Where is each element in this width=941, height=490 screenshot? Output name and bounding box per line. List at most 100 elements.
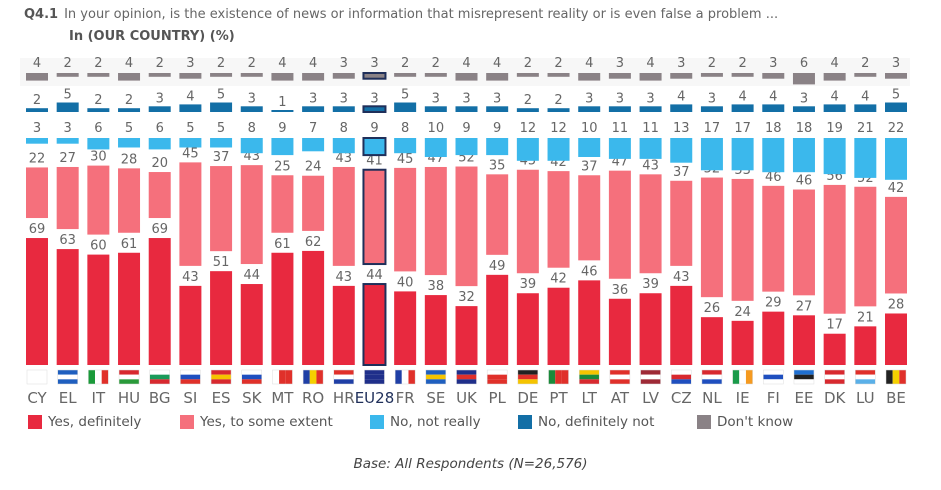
flag-lv-icon xyxy=(640,370,661,375)
bar-no-definitely-not xyxy=(118,108,141,112)
country-label: MT xyxy=(271,389,294,407)
bar-yes-definitely xyxy=(823,333,846,365)
value-label-dont-know: 4 xyxy=(462,56,470,71)
flag-border xyxy=(763,369,784,385)
bar-no-definitely-not xyxy=(87,108,110,112)
bar-no-not-really xyxy=(179,138,202,148)
flag-border xyxy=(671,369,692,385)
value-label-yes-definitely: 42 xyxy=(550,272,567,287)
bar-no-definitely-not xyxy=(823,104,846,112)
flag-lu-icon xyxy=(855,374,876,380)
value-label-no-definitely-not: 2 xyxy=(554,93,562,108)
value-label-yes-definitely: 63 xyxy=(59,233,76,248)
value-label-no-not-really: 5 xyxy=(217,121,225,136)
legend-label: No, definitely not xyxy=(538,414,655,430)
value-label-no-not-really: 12 xyxy=(550,121,567,136)
bar-dont-know xyxy=(271,73,294,81)
country-label: NL xyxy=(702,389,722,407)
flag-border xyxy=(210,369,232,385)
bar-no-not-really xyxy=(731,138,754,171)
bar-dont-know xyxy=(394,73,417,77)
country-label: AT xyxy=(611,389,630,407)
flag-bg-icon xyxy=(149,379,170,384)
bar-yes-definitely xyxy=(240,284,263,365)
flag-eu28-icon xyxy=(364,370,385,375)
value-label-dont-know: 3 xyxy=(892,56,900,71)
bar-yes-definitely xyxy=(118,252,141,365)
country-label: SI xyxy=(183,389,197,407)
country-label: FR xyxy=(396,389,415,407)
value-label-no-definitely-not: 4 xyxy=(677,89,685,104)
value-label-yes-some-extent: 37 xyxy=(581,159,598,174)
flag-lt-icon xyxy=(579,370,600,375)
value-label-dont-know: 2 xyxy=(94,56,102,71)
flag-border xyxy=(486,369,508,385)
flag-border xyxy=(241,369,262,385)
flag-border xyxy=(364,369,385,385)
value-label-yes-some-extent: 30 xyxy=(90,150,107,165)
value-label-yes-definitely: 39 xyxy=(520,277,537,292)
bar-yes-some-extent xyxy=(486,174,509,255)
value-label-yes-definitely: 44 xyxy=(366,268,383,283)
base-note: Base: All Respondents (N=26,576) xyxy=(353,456,588,472)
flag-border xyxy=(517,369,539,385)
bar-no-definitely-not xyxy=(547,108,570,112)
country-label: LT xyxy=(581,389,597,407)
flag-uk-icon xyxy=(456,370,477,375)
bar-no-definitely-not xyxy=(639,106,662,112)
bar-no-not-really xyxy=(394,138,417,154)
flag-border xyxy=(394,369,416,385)
value-label-no-not-really: 6 xyxy=(94,121,102,136)
bar-yes-definitely xyxy=(302,250,325,365)
value-label-dont-know: 2 xyxy=(64,56,72,71)
value-label-yes-some-extent: 28 xyxy=(121,152,138,167)
bar-no-not-really xyxy=(210,138,233,148)
bar-no-not-really xyxy=(854,138,877,178)
country-label: EU28 xyxy=(355,389,395,407)
value-label-yes-some-extent: 25 xyxy=(274,159,291,174)
bar-yes-definitely xyxy=(731,320,754,365)
value-label-no-not-really: 9 xyxy=(493,121,501,136)
flag-de-icon xyxy=(517,370,538,375)
bar-no-definitely-not xyxy=(332,106,355,112)
flag-el-icon xyxy=(57,379,78,384)
value-label-no-not-really: 9 xyxy=(278,121,286,136)
bar-no-definitely-not xyxy=(302,106,325,112)
bar-no-definitely-not xyxy=(762,104,785,112)
bar-yes-some-extent xyxy=(731,178,754,301)
bar-yes-definitely xyxy=(700,317,723,365)
bar-no-not-really xyxy=(516,138,539,161)
bar-dont-know xyxy=(210,73,233,77)
flag-uk-icon xyxy=(456,379,477,384)
value-label-dont-know: 3 xyxy=(769,56,777,71)
legend-item: Yes, definitely xyxy=(28,414,141,430)
flag-be-icon xyxy=(886,370,893,384)
flag-es-icon xyxy=(211,374,232,380)
country-label: CY xyxy=(27,389,47,407)
flag-at-icon xyxy=(609,379,630,384)
question-text: In your opinion, is the existence of new… xyxy=(64,7,779,22)
bar-dont-know xyxy=(639,73,662,81)
value-label-dont-know: 2 xyxy=(554,56,562,71)
flag-sk-icon xyxy=(241,370,262,375)
value-label-no-not-really: 10 xyxy=(581,121,598,136)
value-label-dont-know: 4 xyxy=(585,56,593,71)
value-label-dont-know: 6 xyxy=(800,56,808,71)
value-label-no-definitely-not: 3 xyxy=(646,91,654,106)
flag-nl-icon xyxy=(701,370,722,375)
country-label: SE xyxy=(426,389,445,407)
bar-yes-some-extent xyxy=(302,175,325,231)
flag-lt-icon xyxy=(579,374,600,380)
bar-no-not-really xyxy=(885,138,907,180)
value-label-no-definitely-not: 3 xyxy=(370,91,378,106)
flag-at-icon xyxy=(609,370,630,375)
bar-yes-definitely xyxy=(179,285,202,365)
value-label-yes-definitely: 28 xyxy=(888,297,905,312)
bar-no-definitely-not xyxy=(210,102,233,112)
flag-cz-icon xyxy=(671,379,692,384)
flag-ro-icon xyxy=(309,370,317,384)
country-label: ES xyxy=(212,389,231,407)
bar-dont-know xyxy=(148,73,171,77)
bar-dont-know xyxy=(731,73,754,77)
